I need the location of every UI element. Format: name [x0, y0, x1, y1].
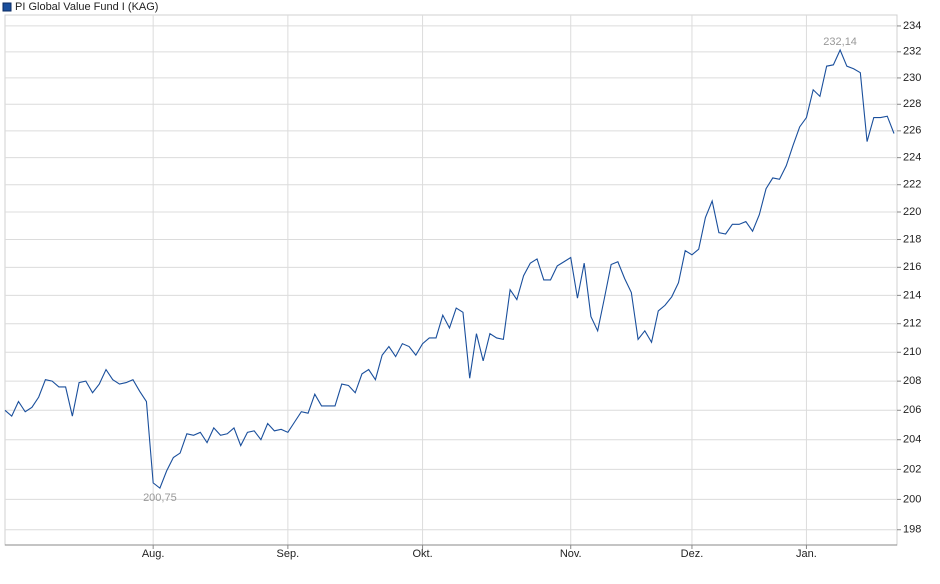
x-tick-label: Jan. — [796, 548, 817, 560]
value-label: 200,75 — [143, 492, 177, 504]
y-tick-label: 208 — [903, 375, 921, 387]
y-tick-label: 222 — [903, 179, 921, 191]
y-tick-label: 234 — [903, 20, 921, 32]
y-tick-label: 202 — [903, 463, 921, 475]
y-tick-label: 206 — [903, 404, 921, 416]
y-tick-label: 230 — [903, 72, 921, 84]
y-tick-label: 220 — [903, 206, 921, 218]
y-tick-label: 214 — [903, 289, 921, 301]
x-tick-label: Dez. — [681, 548, 704, 560]
y-tick-label: 198 — [903, 524, 921, 536]
legend-label: PI Global Value Fund I (KAG) — [15, 1, 158, 13]
y-tick-label: 212 — [903, 318, 921, 330]
y-tick-label: 210 — [903, 346, 921, 358]
y-tick-label: 216 — [903, 261, 921, 273]
y-tick-label: 204 — [903, 434, 921, 446]
y-tick-label: 224 — [903, 152, 921, 164]
x-tick-label: Aug. — [142, 548, 165, 560]
y-tick-label: 226 — [903, 125, 921, 137]
plot-area — [4, 14, 898, 546]
x-tick-label: Nov. — [560, 548, 582, 560]
x-tick-label: Sep. — [277, 548, 300, 560]
y-tick-label: 200 — [903, 493, 921, 505]
y-tick-label: 218 — [903, 233, 921, 245]
x-tick-label: Okt. — [412, 548, 432, 560]
value-label: 232,14 — [823, 36, 857, 48]
y-tick-label: 232 — [903, 46, 921, 58]
line — [4, 48, 895, 490]
legend-swatch — [2, 2, 12, 12]
y-tick-label: 228 — [903, 98, 921, 110]
